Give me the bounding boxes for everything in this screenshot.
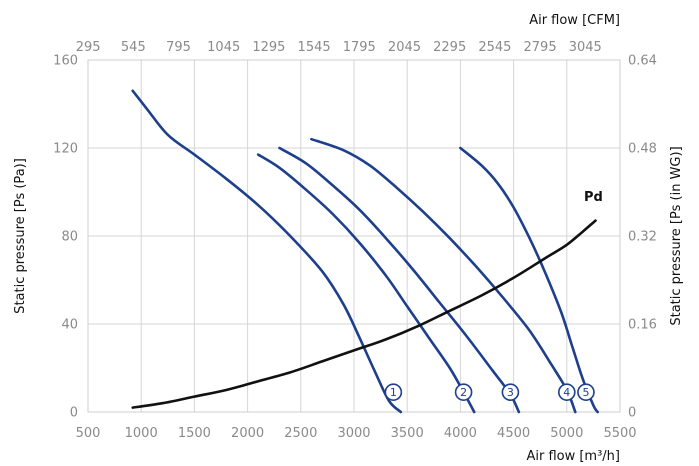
y2-tick-label: 0.16	[628, 318, 657, 333]
y2-tick-label: 0.64	[628, 54, 657, 69]
x2-tick-label: 2795	[524, 40, 557, 55]
x-tick-label: 5000	[550, 426, 583, 441]
x2-tick-label: 295	[76, 40, 101, 55]
fan-curve-1	[131, 89, 403, 414]
x-tick-label: 4500	[497, 426, 530, 441]
curve-marker-circle	[501, 383, 520, 402]
x2-tick-label: 795	[166, 40, 191, 55]
x2-tick-label: 2045	[388, 40, 421, 55]
x-tick-label: 1000	[125, 426, 158, 441]
y-tick-label: 120	[53, 142, 78, 157]
fan-curve-3	[278, 146, 521, 414]
y2-tick-label: 0.32	[628, 230, 657, 245]
curve-marker-3: 3	[501, 383, 520, 402]
curve-marker-circle	[384, 383, 403, 402]
x2-tick-label: 2295	[433, 40, 466, 55]
x-tick-label: 3000	[337, 426, 370, 441]
curve-marker-label: 2	[460, 386, 467, 399]
x2-tick-label: 1545	[298, 40, 331, 55]
x-axis-title: Air flow [m³/h]	[526, 449, 620, 464]
y-tick-label: 0	[70, 406, 78, 421]
x-tick-label: 3500	[391, 426, 424, 441]
curve-marker-circle	[577, 383, 595, 402]
x-tick-label: 4000	[444, 426, 477, 441]
curve-marker-5: 5	[577, 383, 595, 402]
x2-axis-title: Air flow [CFM]	[529, 13, 620, 28]
fan-curve-4	[310, 137, 577, 414]
y2-tick-label: 0.48	[628, 142, 657, 157]
curve-marker-4: 4	[557, 383, 576, 402]
x2-tick-label: 1045	[207, 40, 240, 55]
pd-series-label: Pd	[584, 190, 603, 205]
x-tick-label: 5500	[603, 426, 636, 441]
x-tick-label: 2500	[284, 426, 317, 441]
y-axis-title: Static pressure [Ps (Pa)]	[13, 158, 28, 314]
y-tick-label: 160	[53, 54, 78, 69]
y-tick-label: 40	[61, 318, 78, 333]
pd-series-line	[131, 219, 597, 409]
y2-tick-label: 0	[628, 406, 636, 421]
y2-axis-title: Static pressure [Ps (in WG)]	[669, 146, 684, 325]
curve-marker-label: 1	[390, 386, 397, 399]
tick-label-layer: 500 1000 1500 2000 2500 3000 3500 4000 4500 5000 5…	[53, 40, 657, 441]
x2-tick-label: 1295	[252, 40, 285, 55]
curve-marker-label: 5	[582, 386, 589, 399]
x-tick-label: 500	[76, 426, 101, 441]
y-tick-label: 80	[61, 230, 78, 245]
fan-curve-5	[459, 146, 599, 414]
x2-tick-label: 3045	[569, 40, 602, 55]
x2-tick-label: 545	[121, 40, 146, 55]
curve-marker-layer: 1 2 3 4 5 Pd	[384, 190, 603, 402]
fan-curve-2	[256, 153, 476, 414]
x-tick-label: 2000	[231, 426, 264, 441]
curve-marker-circle	[557, 383, 576, 402]
curve-marker-label: 4	[563, 386, 570, 399]
x2-tick-label: 1795	[343, 40, 376, 55]
curve-marker-1: 1	[384, 383, 403, 402]
x2-tick-label: 2545	[478, 40, 511, 55]
curve-marker-circle	[454, 383, 473, 402]
plot-frame	[87, 59, 621, 413]
x-tick-label: 1500	[178, 426, 211, 441]
series-layer	[131, 89, 599, 414]
curve-marker-2: 2	[454, 383, 473, 402]
curve-marker-label: 3	[507, 386, 514, 399]
